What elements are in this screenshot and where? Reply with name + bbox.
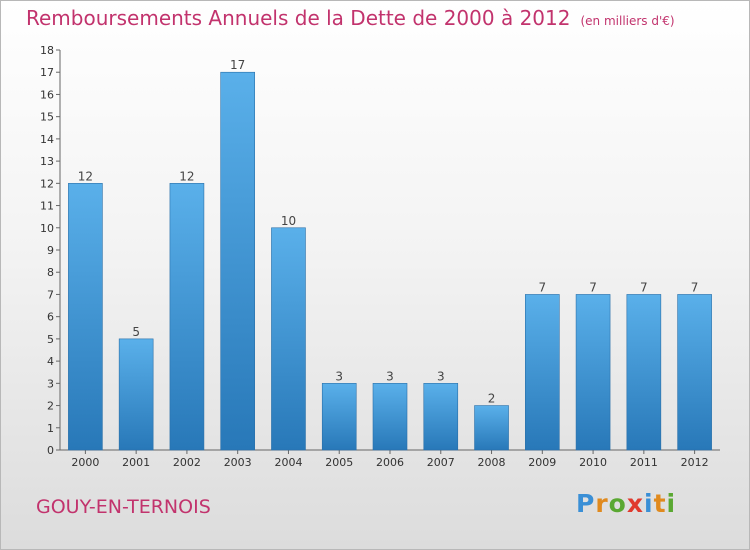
bar <box>169 183 205 451</box>
bar <box>474 405 509 451</box>
x-tick-label: 2001 <box>122 456 150 469</box>
city-name: GOUY-EN-TERNOIS <box>36 496 211 518</box>
bars: 12 5 12 17 10 3 3 3 2 7 7 7 7 <box>68 58 712 451</box>
y-tick-label: 2 <box>47 400 54 413</box>
bar <box>271 227 306 451</box>
bar <box>626 294 662 451</box>
proxiti-logo: Proxiti <box>576 489 676 518</box>
y-tick-label: 17 <box>40 66 54 79</box>
bar-value-label: 3 <box>335 369 343 383</box>
logo-letter: x <box>626 489 644 518</box>
bar-value-label: 7 <box>640 280 648 294</box>
x-tick-label: 2006 <box>376 456 404 469</box>
x-tick-label: 2002 <box>173 456 201 469</box>
y-tick-label: 6 <box>47 311 54 324</box>
logo-letter: i <box>666 489 677 518</box>
x-tick-label: 2008 <box>478 456 506 469</box>
logo-letter: o <box>608 489 627 518</box>
logo-letter: r <box>595 489 609 518</box>
y-tick-label: 11 <box>40 200 54 213</box>
y-tick-label: 1 <box>47 422 54 435</box>
chart-title-text: Remboursements Annuels de la Dette de 20… <box>26 6 571 30</box>
y-tick-label: 5 <box>47 333 54 346</box>
chart-title: Remboursements Annuels de la Dette de 20… <box>26 6 675 30</box>
bar-value-label: 3 <box>437 369 445 383</box>
logo-letter: P <box>576 489 596 518</box>
x-tick-label: 2000 <box>71 456 99 469</box>
bar <box>321 383 357 451</box>
bar <box>677 294 712 451</box>
y-tick-label: 13 <box>40 155 54 168</box>
y-tick-label: 3 <box>47 377 54 390</box>
bar <box>423 383 459 451</box>
bar-value-label: 10 <box>281 214 296 228</box>
bar-value-label: 17 <box>230 58 245 72</box>
y-tick-label: 9 <box>47 244 54 257</box>
logo-letter: t <box>653 489 667 518</box>
x-tick-label: 2003 <box>224 456 252 469</box>
bar-value-label: 7 <box>589 280 597 294</box>
y-tick-label: 4 <box>47 355 54 368</box>
x-tick-label: 2009 <box>528 456 556 469</box>
y-tick-label: 16 <box>40 88 54 101</box>
bar-value-label: 5 <box>132 325 140 339</box>
y-tick-label: 15 <box>40 111 54 124</box>
y-tick-label: 18 <box>40 44 54 57</box>
bar <box>118 338 154 451</box>
x-tick-label: 2010 <box>579 456 607 469</box>
bar-value-label: 12 <box>179 169 194 183</box>
bar <box>525 294 560 451</box>
bar <box>220 71 255 451</box>
y-tick-label: 0 <box>47 444 54 457</box>
y-tick-label: 10 <box>40 222 54 235</box>
x-tick-label: 2004 <box>274 456 302 469</box>
bar-value-label: 7 <box>538 280 546 294</box>
bar-value-label: 2 <box>488 392 496 406</box>
bar-value-label: 3 <box>386 369 394 383</box>
chart-unit: (en milliers d'€) <box>580 14 675 28</box>
logo-letter: i <box>644 489 654 518</box>
x-tick-label: 2012 <box>681 456 709 469</box>
bar-value-label: 12 <box>78 169 93 183</box>
bar <box>68 183 103 451</box>
x-tick-label: 2005 <box>325 456 353 469</box>
y-tick-label: 12 <box>40 177 54 190</box>
y-tick-label: 8 <box>47 266 54 279</box>
x-tick-label: 2007 <box>427 456 455 469</box>
bar <box>372 383 408 451</box>
y-tick-label: 7 <box>47 288 54 301</box>
x-tick-label: 2011 <box>630 456 658 469</box>
bar <box>575 294 611 451</box>
bar-value-label: 7 <box>691 280 699 294</box>
x-axis: 2000 2001 2002 2003 2004 2005 2006 2007 2008 2009… <box>60 449 720 469</box>
y-tick-label: 14 <box>40 133 54 146</box>
